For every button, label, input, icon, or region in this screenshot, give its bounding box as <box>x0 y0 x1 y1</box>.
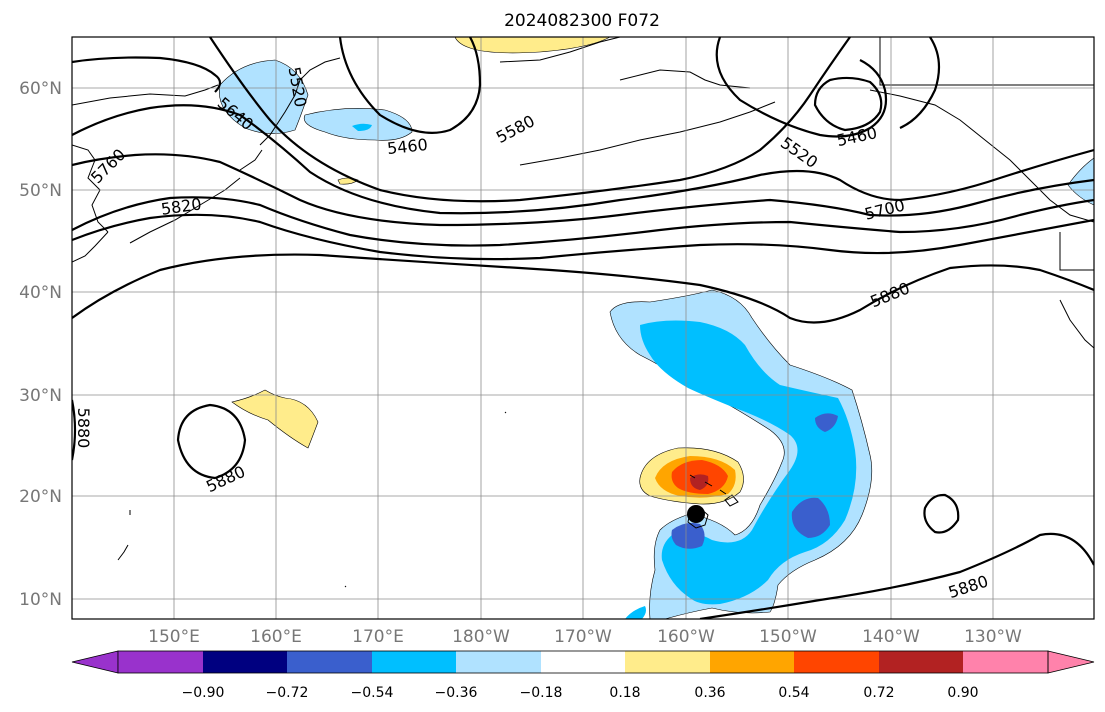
map-panel: 5640 5760 5820 5520 5460 5580 5520 5460 … <box>72 37 1094 619</box>
negative-anomaly-patch <box>625 606 646 619</box>
colorbar-label: 0.36 <box>694 685 725 701</box>
colorbar-swatch <box>625 651 710 673</box>
colorbar-swatch <box>287 651 372 673</box>
colorbar-swatch <box>118 651 203 673</box>
lon-label: 180°W <box>452 627 510 647</box>
negative-anomaly-max <box>671 522 705 549</box>
contour-line <box>72 399 77 461</box>
colorbar-swatch <box>963 651 1048 673</box>
lon-label: 160°W <box>657 627 715 647</box>
colorbar-extend-high <box>1047 650 1095 674</box>
positive-anomaly-patch <box>454 37 611 54</box>
contour-line <box>72 253 1094 324</box>
colorbar-label: 0.18 <box>609 685 640 701</box>
colorbar-label: 0.90 <box>947 685 978 701</box>
lon-label: 170°W <box>554 627 612 647</box>
colorbar-label: 0.54 <box>778 685 809 701</box>
contour-line <box>209 37 851 203</box>
colorbar-swatch <box>372 651 456 673</box>
map-title: 2024082300 F072 <box>504 11 660 31</box>
contour-line <box>72 56 222 93</box>
colorbar-label: −0.90 <box>182 685 225 701</box>
coastlines <box>72 37 1094 588</box>
colorbar-label: 0.72 <box>863 685 894 701</box>
negative-anomaly-max <box>815 413 838 432</box>
lat-label: 20°N <box>19 487 62 507</box>
lon-label: 150°W <box>759 627 817 647</box>
positive-anomaly-patch <box>231 389 319 449</box>
colorbar-swatch <box>710 651 794 673</box>
graticule <box>72 37 1094 619</box>
contour-label: 5880 <box>74 408 93 449</box>
storm-center-marker <box>687 505 705 523</box>
lat-label: 40°N <box>19 283 62 303</box>
colorbar-swatch <box>794 651 879 673</box>
contour-line <box>699 532 1094 619</box>
height-contours <box>72 37 1094 619</box>
colorbar-swatch <box>541 651 625 673</box>
contour-line <box>176 403 247 480</box>
lat-label: 60°N <box>19 79 62 99</box>
contour-line <box>72 153 1094 227</box>
colorbar-labels: −0.90 −0.72 −0.54 −0.36 −0.18 0.18 0.36 … <box>182 685 979 701</box>
latitude-labels: 60°N 50°N 40°N 30°N 20°N 10°N <box>19 79 62 610</box>
negative-anomaly-max <box>791 497 830 538</box>
colorbar-label: −0.72 <box>266 685 309 701</box>
colorbar: −0.90 −0.72 −0.54 −0.36 −0.18 0.18 0.36 … <box>71 650 1095 701</box>
lon-label: 130°W <box>964 627 1022 647</box>
longitude-labels: 150°E 160°E 170°E 180°W 170°W 160°W 150°… <box>148 627 1022 647</box>
colorbar-swatch <box>203 651 287 673</box>
lon-label: 170°E <box>352 627 404 647</box>
colorbar-swatch <box>456 651 541 673</box>
lon-label: 160°E <box>250 627 302 647</box>
contour-line <box>72 213 1094 261</box>
lat-label: 50°N <box>19 181 62 201</box>
lat-label: 10°N <box>19 590 62 610</box>
lon-label: 140°W <box>862 627 920 647</box>
colorbar-frame <box>117 650 1049 674</box>
negative-anomaly-patch <box>352 123 372 131</box>
colorbar-label: −0.18 <box>520 685 563 701</box>
contour-line <box>715 37 888 138</box>
contour-line <box>813 76 883 132</box>
colorbar-label: −0.54 <box>351 685 394 701</box>
shaded-field <box>218 37 1094 619</box>
contour-line <box>72 196 1094 247</box>
map-frame <box>71 36 1095 620</box>
colorbar-label: −0.36 <box>435 685 478 701</box>
contour-line <box>923 493 960 534</box>
lon-label: 150°E <box>148 627 200 647</box>
colorbar-swatch <box>879 651 963 673</box>
contour-line <box>899 37 941 130</box>
colorbar-extend-low <box>71 650 119 674</box>
lat-label: 30°N <box>19 386 62 406</box>
contour-line <box>338 37 482 134</box>
contour-label: 5460 <box>386 135 428 158</box>
contour-line <box>72 104 1094 215</box>
